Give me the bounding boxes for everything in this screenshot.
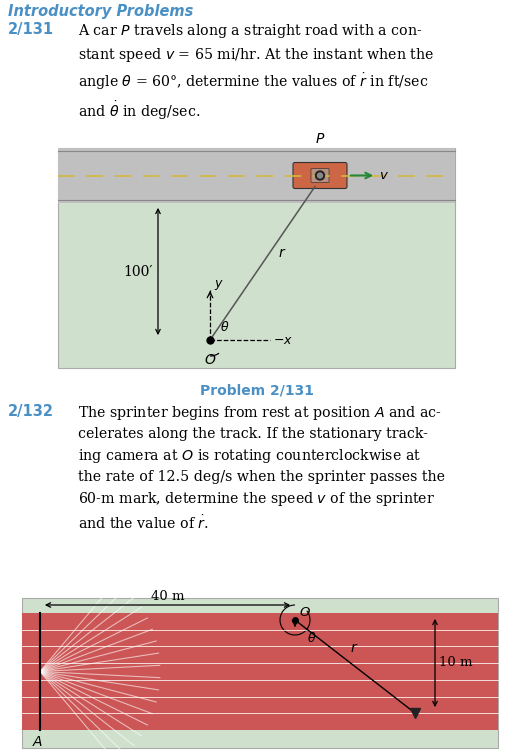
- Circle shape: [318, 173, 322, 178]
- Circle shape: [316, 171, 324, 180]
- Text: $v$: $v$: [379, 169, 389, 182]
- Bar: [58, 148, 455, 203]
- Bar: [58, 148, 455, 368]
- FancyBboxPatch shape: [311, 169, 329, 182]
- Text: 40 m: 40 m: [151, 590, 184, 603]
- Text: Introductory Problems: Introductory Problems: [8, 4, 193, 19]
- Text: Problem 2/131: Problem 2/131: [200, 384, 314, 398]
- Text: $-x$: $-x$: [273, 333, 293, 346]
- Text: $\theta$: $\theta$: [220, 320, 229, 334]
- Text: $P$: $P$: [315, 132, 325, 146]
- Text: $r$: $r$: [350, 641, 358, 655]
- Text: 2/132: 2/132: [8, 404, 54, 419]
- Bar: [22, 598, 498, 748]
- Text: $r$: $r$: [278, 246, 286, 260]
- Text: $\theta$: $\theta$: [307, 631, 316, 645]
- Text: $O$: $O$: [299, 606, 311, 619]
- Text: $O$: $O$: [204, 353, 216, 367]
- Text: $y$: $y$: [214, 278, 224, 292]
- Text: 100′: 100′: [124, 265, 153, 278]
- Text: A car $P$ travels along a straight road with a con-
stant speed $v$ = 65 mi/hr. : A car $P$ travels along a straight road …: [78, 22, 434, 122]
- Text: $A$: $A$: [32, 735, 44, 749]
- FancyBboxPatch shape: [293, 163, 347, 188]
- Text: 10 m: 10 m: [439, 656, 473, 670]
- Bar: [22, 613, 498, 730]
- Text: The sprinter begins from rest at position $A$ and ac-
celerates along the track.: The sprinter begins from rest at positio…: [78, 404, 445, 532]
- Text: 2/131: 2/131: [8, 22, 54, 37]
